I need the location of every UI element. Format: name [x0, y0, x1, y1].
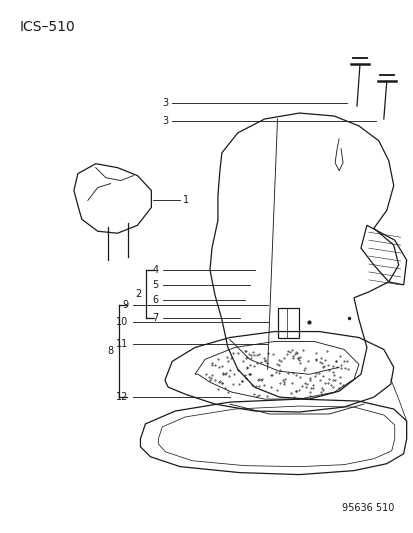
Text: 4: 4: [152, 265, 158, 275]
Text: 9: 9: [122, 300, 128, 310]
Text: 12: 12: [116, 392, 128, 402]
Text: 5: 5: [152, 280, 158, 290]
Text: 8: 8: [107, 346, 113, 356]
Text: ICS–510: ICS–510: [19, 20, 75, 34]
Text: 3: 3: [162, 98, 168, 108]
Bar: [277, 308, 299, 337]
Text: 1: 1: [183, 196, 189, 205]
Text: 3: 3: [162, 116, 168, 126]
Text: 11: 11: [116, 340, 128, 350]
Text: 7: 7: [152, 313, 158, 322]
Text: 95636 510: 95636 510: [342, 503, 394, 513]
Text: 2: 2: [135, 289, 141, 299]
Text: 10: 10: [116, 317, 128, 327]
Text: 6: 6: [152, 295, 158, 305]
